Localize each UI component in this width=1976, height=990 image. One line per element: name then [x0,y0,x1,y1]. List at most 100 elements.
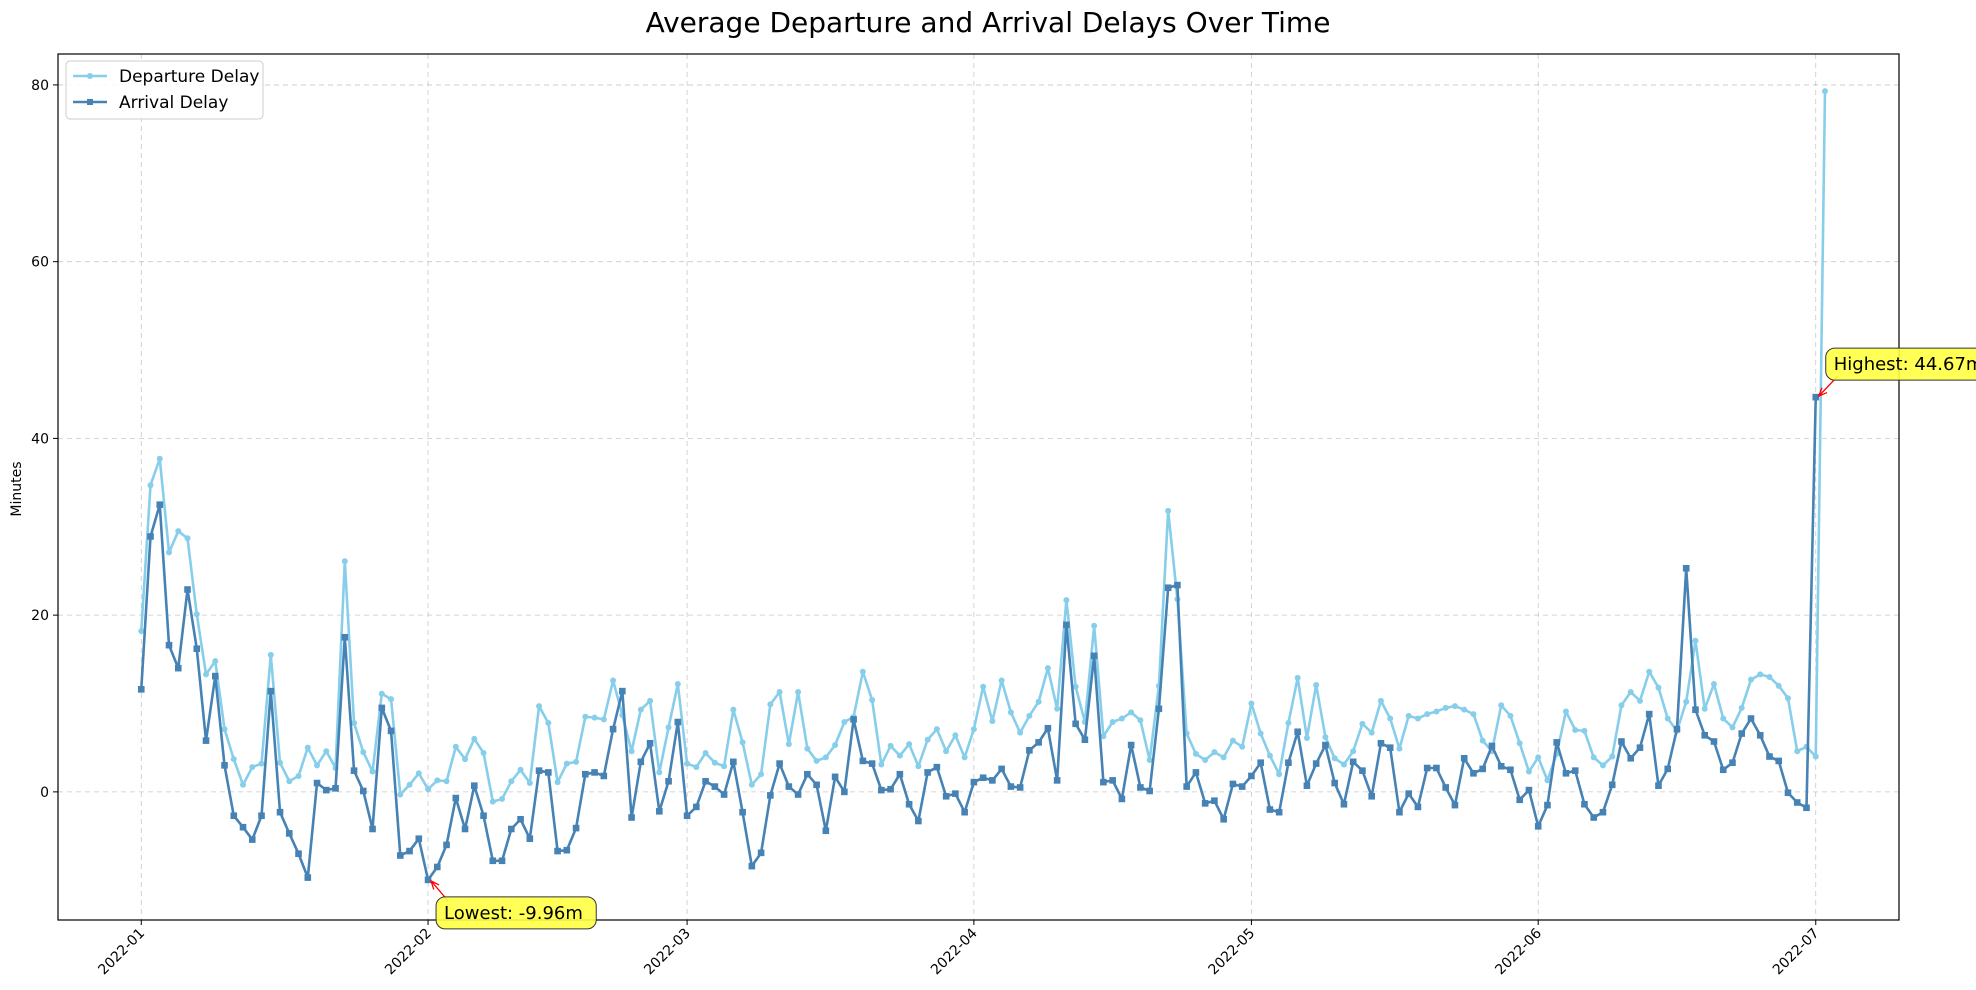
departure-delay-point [1100,733,1107,740]
arrival-delay-point [1016,784,1024,791]
arrival-delay-point [1238,783,1246,790]
arrival-delay-point [341,633,349,641]
y-tick-label: 40 [31,431,49,447]
arrival-delay-point [498,857,506,865]
departure-delay-point [1165,507,1172,514]
departure-delay-point [1007,709,1014,716]
departure-delay-point [573,758,580,765]
departure-delay-point [952,732,959,739]
arrival-delay-point [1146,787,1153,795]
arrival-delay-point [1405,790,1412,797]
departure-delay-point [1313,681,1320,688]
departure-delay-point [906,741,913,748]
arrival-delay-point [1322,741,1329,749]
departure-delay-point [1387,715,1394,722]
departure-delay-point [1766,673,1773,680]
arrival-delay-point [1497,762,1505,770]
arrival-delay-point [1803,804,1810,812]
departure-delay-point [1498,702,1505,709]
departure-delay-point [748,781,755,788]
arrival-delay-point [165,641,173,649]
arrival-delay-point [1174,581,1181,589]
arrival-delay-point [1692,706,1699,713]
arrival-delay-point [720,791,728,798]
arrival-delay-point [508,825,515,833]
legend: Departure Delay Arrival Delay [65,60,264,120]
departure-delay-point [1239,743,1246,750]
arrival-delay-point [1044,724,1052,732]
arrival-delay-point [776,760,783,767]
arrival-delay-point [1433,764,1440,772]
arrival-delay-point [443,841,450,849]
departure-delay-point [832,742,839,749]
arrival-delay-point [841,788,848,796]
departure-delay-point [1350,748,1357,755]
arrival-delay-point [1636,744,1644,751]
arrival-delay-point [1294,728,1301,736]
arrival-delay-point [1738,730,1746,737]
arrival-delay-point [1442,784,1449,791]
departure-delay-point [1507,712,1514,719]
arrival-delay-point [952,790,959,797]
departure-delay-point [896,752,903,759]
arrival-delay-point [147,533,154,540]
arrival-delay-point [489,857,497,865]
arrival-delay-point [859,757,867,765]
legend-departure-marker [87,73,93,79]
arrival-delay-point [1340,800,1348,808]
departure-delay-point [1821,88,1828,95]
departure-delay-point [314,762,321,769]
departure-delay-point [1692,637,1699,644]
departure-delay-point [545,719,552,726]
arrival-delay-point [137,686,145,693]
departure-delay-point [369,768,376,775]
departure-delay-point [1581,727,1588,734]
departure-delay-point [1664,715,1671,722]
arrival-delay-point [1053,777,1061,784]
arrival-delay-point [545,769,552,776]
arrival-delay-point [406,847,413,855]
arrival-delay-point [1192,769,1200,776]
departure-delay-point [249,764,256,771]
legend-arrival-label: Arrival Delay [119,93,228,113]
departure-delay-point [240,781,247,788]
arrival-delay-point [748,862,756,870]
arrival-delay-point [1534,823,1542,830]
departure-delay-point [1609,753,1616,760]
departure-delay-point [1562,708,1569,715]
arrival-delay-line [139,397,1818,882]
departure-delay-point [378,690,385,697]
arrival-delay-point [1063,621,1070,629]
arrival-delay-point [831,773,839,781]
arrival-delay-point [471,782,478,789]
departure-delay-point [600,716,607,723]
departure-delay-point [221,726,228,733]
departure-delay-point [859,668,866,675]
departure-delay-point [1322,734,1329,741]
departure-delay-point [730,706,737,713]
departure-delay-point [1516,740,1523,747]
arrival-delay-point [1627,754,1635,762]
arrival-delay-point [674,718,682,726]
departure-delay-point [1054,705,1061,712]
arrival-delay-point [1137,784,1144,791]
departure-delay-point [267,651,274,658]
arrival-delay-point [378,704,386,712]
departure-delay-point [1710,681,1717,688]
arrival-delay-point [1275,808,1283,816]
departure-delay-point [887,742,894,749]
departure-delay-point [878,761,885,768]
arrival-delay-point [156,501,164,508]
arrival-delay-point [850,716,857,723]
arrival-delay-point [258,812,265,820]
arrival-delay-point [1719,766,1727,774]
arrival-delay-point [359,787,367,795]
arrival-delay-point [1766,753,1773,760]
arrival-delay-point [535,767,543,774]
departure-delay-point [1248,700,1255,707]
arrival-delay-point [757,849,765,857]
arrival-delay-point [693,803,700,811]
departure-delay-point [1590,754,1597,761]
departure-delay-point [1294,674,1301,681]
departure-delay-point [693,764,700,771]
